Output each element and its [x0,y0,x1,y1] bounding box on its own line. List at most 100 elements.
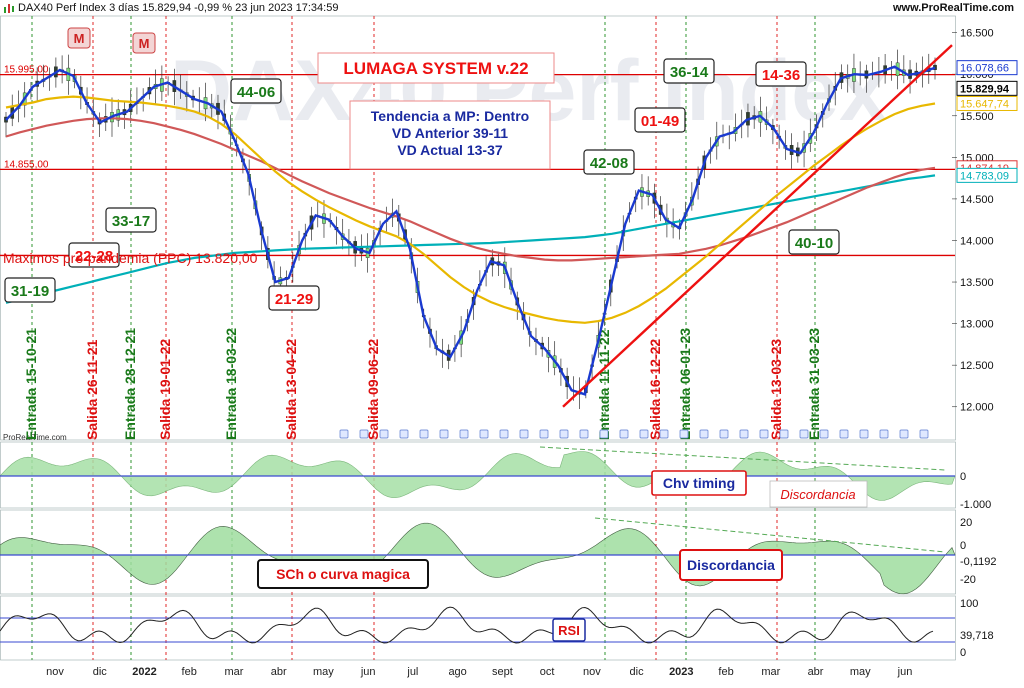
chart-type-icon [4,4,14,13]
score-label: 22-28 [75,248,113,265]
calendar-marker [819,429,829,439]
chv-label-box [651,470,747,496]
price-tag-box [956,95,1018,111]
calendar-marker [539,429,549,439]
x-tick-label: 2022 [132,666,156,678]
x-tick-label: ago [448,666,466,678]
calendar-marker [639,429,649,439]
x-tick-label: nov [583,666,601,678]
signal-label: Entrada 06-01-23 [677,328,693,440]
score-label: 21-29 [275,291,313,308]
signal-label: Entrada 28-12-21 [122,328,138,440]
rsi-tick: 39,718 [960,630,994,642]
level-label: 14.855,00 [4,159,49,170]
x-tick-label: sept [492,666,513,678]
score-box [788,229,840,255]
trend-line-text: Tendencia a MP: Dentro [371,108,529,124]
score-label: 01-49 [641,113,679,130]
calendar-marker [659,429,669,439]
x-tick-label: oct [540,666,555,678]
score-label: 42-08 [590,155,628,172]
calendar-marker [879,429,889,439]
trend-line-text: VD Anterior 39-11 [392,125,508,141]
discord2-box [679,549,783,581]
x-tick-label: jun [897,666,913,678]
calendar-marker [579,429,589,439]
x-tick-label: mar [224,666,243,678]
trend-line [562,44,953,408]
calendar-marker [379,429,389,439]
signal-label: Salida 16-12-22 [647,339,663,440]
calendar-marker [919,429,929,439]
series-line [5,174,936,304]
score-label: 14-36 [762,67,800,84]
signal-label: Salida 09-06-22 [365,339,381,440]
signal-label: Entrada 15-10-21 [23,328,39,440]
score-label: 31-19 [11,283,49,300]
series-line [5,95,936,324]
chv-divergence-line [539,446,946,471]
signal-label: Salida 19-01-22 [157,339,173,440]
calendar-marker [419,429,429,439]
calendar-marker [459,429,469,439]
price-panel [0,15,956,441]
price-tick-label: 12.000 [960,402,994,414]
indicator-panel-3 [0,595,956,661]
m-marker-box [67,27,91,49]
calendar-marker [799,429,809,439]
calendar-marker [599,429,609,439]
sch-divergence-line [594,517,946,553]
calendar-marker [779,429,789,439]
signal-label: Salida 13-04-22 [283,339,299,440]
x-tick-label: dic [93,666,108,678]
sch-tick: 0 [960,540,966,552]
site-url[interactable]: www.ProRealTime.com [892,2,1014,14]
chv-tick: -1.000 [960,499,991,511]
rsi-label: RSI [558,623,580,638]
level-label: 15.995,00 [4,65,49,76]
rsi-tick: 0 [960,647,966,659]
price-tag-label: 15.829,94 [960,83,1010,95]
trend-box [349,100,551,170]
calendar-marker [439,429,449,439]
max-pre-pandemia-label: Maximos pre-pandemia (PPC) 13.820,00 [3,250,258,266]
price-tick-label: 13.500 [960,277,994,289]
calendar-marker [739,429,749,439]
score-box [230,78,282,104]
x-tick-label: 2023 [669,666,693,678]
calendar-marker [679,429,689,439]
calendar-marker [719,429,729,439]
calendar-marker [859,429,869,439]
calendar-marker [479,429,489,439]
price-tick-label: 15.500 [960,111,994,123]
prorealtime-watermark: ProRealTime.com [3,433,67,442]
x-tick-label: nov [46,666,64,678]
discord1-box [769,480,868,508]
x-tick-label: may [313,666,334,678]
calendar-marker [359,429,369,439]
chv-label: Chv timing [663,475,735,491]
calendar-marker [839,429,849,439]
score-box [105,207,157,233]
score-box [4,277,56,303]
price-tick-label: 13.000 [960,319,994,331]
rsi-label-box [552,618,586,642]
sch-tick: 20 [960,517,972,529]
m-marker-label: M [139,36,150,51]
x-tick-label: abr [808,666,824,678]
calendar-marker [759,429,769,439]
series-line [5,117,936,262]
x-tick-label: jun [360,666,376,678]
sch-tick: -20 [960,574,976,586]
series-line [5,65,936,396]
signal-label: Entrada 18-03-22 [223,328,239,440]
calendar-marker [519,429,529,439]
price-tag-label: 14.783,09 [960,170,1009,182]
system-title: LUMAGA SYSTEM v.22 [343,59,528,78]
x-tick-label: abr [271,666,287,678]
score-label: 40-10 [795,235,833,252]
price-tag-box [956,60,1018,76]
system-title-box [317,52,555,84]
